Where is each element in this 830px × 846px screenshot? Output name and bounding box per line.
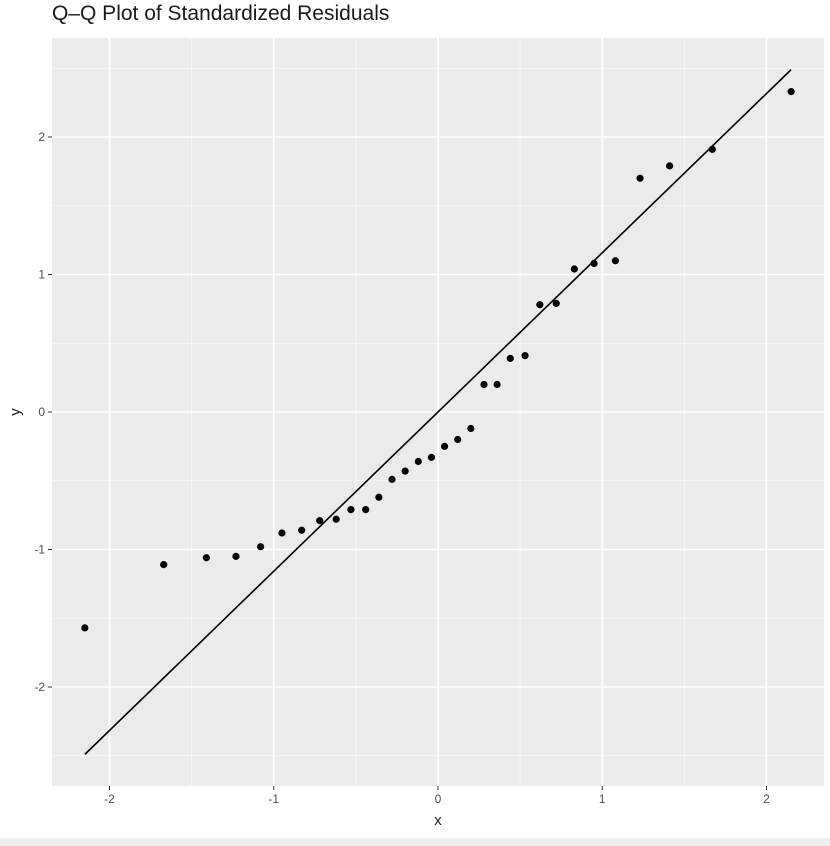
- data-point: [232, 552, 240, 560]
- data-point: [316, 517, 324, 525]
- y-tick-label: -2: [34, 680, 45, 694]
- data-point: [536, 301, 544, 309]
- major-gridlines: [52, 38, 824, 786]
- data-point: [332, 515, 340, 523]
- data-point: [388, 475, 396, 483]
- data-point: [636, 174, 644, 182]
- data-point: [414, 457, 422, 466]
- data-points: [81, 88, 795, 632]
- bottom-strip: [0, 838, 830, 846]
- data-point: [202, 554, 210, 562]
- data-point: [160, 561, 168, 569]
- x-tick-label: -1: [268, 792, 279, 806]
- data-point: [552, 299, 560, 307]
- data-point: [480, 380, 488, 389]
- data-point: [590, 259, 598, 268]
- data-point: [493, 380, 501, 389]
- data-point: [81, 624, 89, 632]
- x-tick-label: 0: [435, 792, 442, 806]
- y-tick-label: -1: [34, 543, 45, 557]
- x-tick-label: -2: [104, 792, 115, 806]
- y-axis-ticks: -2 -1 0 1 2: [34, 130, 52, 694]
- y-tick-label: 1: [38, 268, 45, 282]
- x-axis-ticks: -2 -1 0 1 2: [104, 786, 770, 806]
- data-point: [570, 265, 578, 273]
- data-point: [347, 506, 355, 514]
- data-point: [708, 145, 716, 153]
- data-point: [278, 529, 286, 537]
- chart-title: Q–Q Plot of Standardized Residuals: [52, 2, 390, 25]
- y-axis-title: y: [7, 408, 24, 416]
- data-point: [427, 453, 436, 461]
- data-point: [375, 493, 383, 501]
- x-axis-title: x: [434, 812, 442, 829]
- data-point: [506, 354, 514, 362]
- data-point: [666, 162, 674, 170]
- data-point: [440, 442, 449, 450]
- x-tick-label: 1: [599, 792, 606, 806]
- data-point: [298, 526, 306, 534]
- reference-line-group: [84, 69, 792, 755]
- data-point: [521, 352, 529, 360]
- data-point: [611, 257, 619, 265]
- data-point: [467, 424, 475, 433]
- data-point: [257, 543, 265, 551]
- data-point: [454, 435, 462, 444]
- data-point: [787, 88, 795, 96]
- reference-line: [84, 69, 792, 755]
- data-point: [401, 467, 409, 475]
- y-tick-label: 2: [38, 130, 45, 144]
- x-tick-label: 2: [763, 792, 770, 806]
- y-tick-label: 0: [38, 405, 45, 419]
- data-point: [362, 506, 370, 514]
